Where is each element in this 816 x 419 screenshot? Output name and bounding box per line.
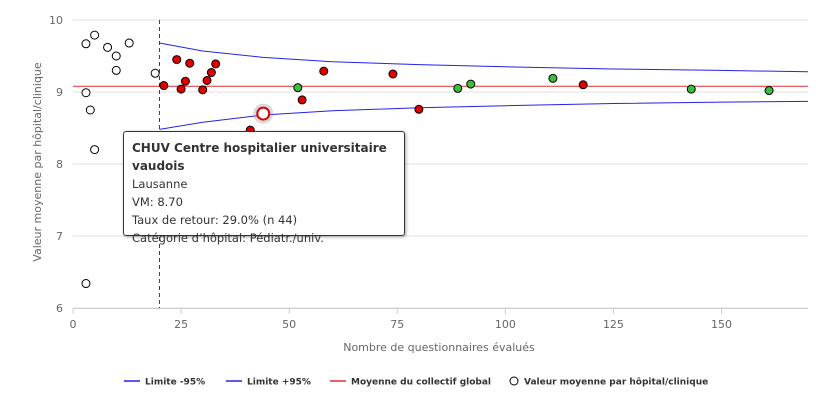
y-tick-label: 6 — [56, 302, 63, 315]
data-point — [81, 39, 91, 49]
data-point — [202, 75, 212, 85]
tooltip-location: Lausanne — [132, 177, 188, 191]
tooltip-category: Catégorie d’hôpital: Pédiatr./univ. — [132, 231, 324, 245]
data-point — [124, 38, 134, 48]
data-point — [319, 66, 329, 76]
highlighted-point — [256, 106, 271, 121]
x-tick-label: 50 — [282, 318, 296, 331]
legend-hospital-value-label: Valeur moyenne par hôpital/clinique — [524, 377, 708, 388]
y-tick-label: 10 — [49, 14, 63, 27]
data-point — [180, 76, 190, 86]
data-point — [81, 88, 91, 98]
data-point — [764, 86, 774, 96]
tooltip-vm: VM: 8.70 — [132, 195, 183, 209]
x-axis-title: Nombre de questionnaires évalués — [343, 341, 535, 354]
upper-limit-line — [159, 42, 809, 73]
tooltip-return-rate: Taux de retour: 29.0% (n 44) — [132, 213, 298, 227]
data-point — [414, 104, 424, 114]
data-point — [103, 42, 113, 52]
data-point — [297, 95, 307, 105]
x-tick-label: 25 — [174, 318, 188, 331]
x-tick-label: 0 — [70, 318, 77, 331]
data-point — [211, 59, 221, 69]
data-point — [172, 55, 182, 65]
data-point — [111, 51, 121, 61]
data-point — [293, 83, 303, 93]
legend: Limite -95% Limite +95% Moyenne du collect… — [124, 376, 708, 388]
tooltip: CHUV Centre hospitalier universitaire va… — [123, 131, 405, 245]
data-point — [185, 58, 195, 68]
data-point — [90, 30, 100, 40]
data-point — [176, 84, 186, 94]
x-tick-label: 100 — [495, 318, 516, 331]
legend-upper-limit: Limite +95% — [226, 378, 311, 388]
y-tick-label: 9 — [56, 86, 63, 99]
data-point — [466, 79, 476, 89]
data-point — [85, 105, 95, 115]
data-point — [453, 83, 463, 93]
data-point — [90, 145, 100, 155]
data-point — [388, 69, 398, 79]
legend-hospital-value-swatch — [509, 376, 519, 386]
legend-mean: Moyenne du collectif global — [330, 378, 491, 388]
y-tick-label: 8 — [56, 158, 63, 171]
legend-lower-limit-label: Limite -95% — [145, 378, 205, 388]
legend-upper-limit-label: Limite +95% — [247, 378, 311, 388]
tooltip-title: CHUV Centre hospitalier universitaire va… — [132, 141, 387, 173]
y-axis-title: Valeur moyenne par hôpital/clinique — [31, 62, 44, 262]
legend-hospital-value: Valeur moyenne par hôpital/clinique — [509, 376, 708, 388]
y-tick-label: 7 — [56, 230, 63, 243]
data-point — [548, 73, 558, 83]
x-tick-label: 125 — [603, 318, 624, 331]
data-point — [578, 80, 588, 90]
legend-lower-limit: Limite -95% — [124, 378, 205, 388]
data-points — [81, 30, 774, 289]
legend-mean-label: Moyenne du collectif global — [351, 378, 491, 388]
data-point — [150, 68, 160, 78]
data-point — [159, 81, 169, 91]
data-point — [686, 84, 696, 94]
data-point — [206, 68, 216, 78]
data-point — [81, 279, 91, 289]
data-point — [111, 65, 121, 75]
x-tick-label: 75 — [390, 318, 404, 331]
x-tick-label: 150 — [711, 318, 732, 331]
data-point — [198, 85, 208, 95]
